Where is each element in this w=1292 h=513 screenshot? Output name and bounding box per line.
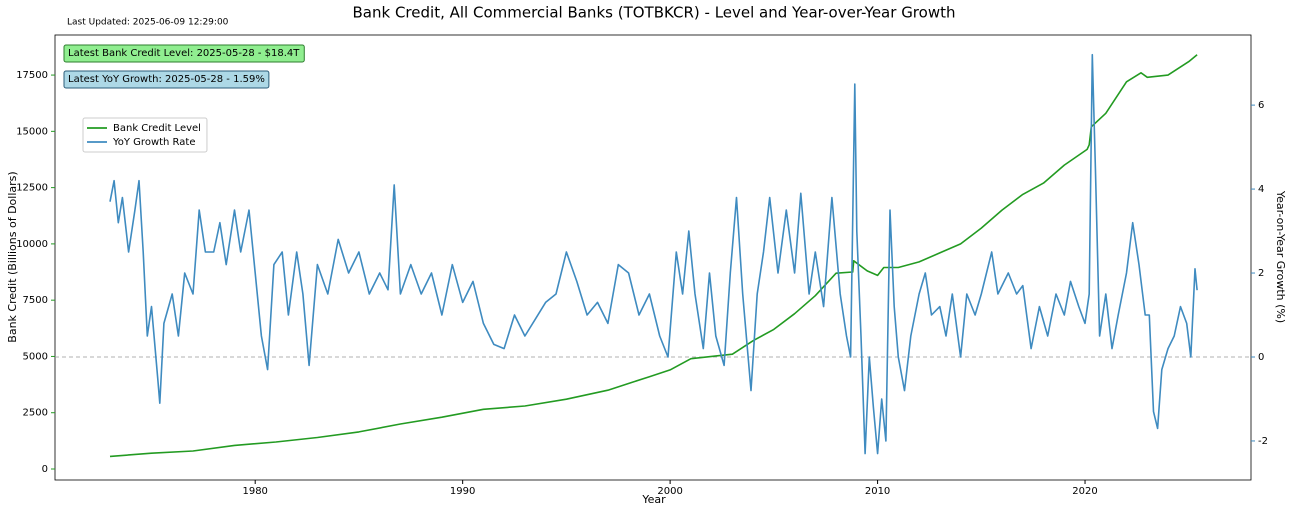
y2-tick-label: 4 [1258, 184, 1264, 195]
y2-tick-label: 6 [1258, 100, 1264, 111]
y-tick-label: 2500 [23, 408, 48, 419]
y-tick-label: 0 [42, 464, 48, 475]
x-tick-label: 2010 [865, 486, 890, 497]
y2-tick-label: 0 [1258, 352, 1264, 363]
series-line [109, 53, 1198, 455]
last-updated: Last Updated: 2025-06-09 12:29:00 [67, 18, 229, 28]
x-tick-label: 2020 [1072, 486, 1097, 497]
chart-title: Bank Credit, All Commercial Banks (TOTBK… [353, 4, 956, 22]
y-tick-label: 12500 [16, 183, 48, 194]
y-tick-label: 7500 [23, 295, 48, 306]
y-tick-label: 10000 [16, 239, 48, 250]
y-tick-label: 15000 [16, 126, 48, 137]
y2-tick-label: -2 [1258, 436, 1268, 447]
y2-axis-label: Year-on-Year Growth (%) [1274, 190, 1287, 323]
x-tick-label: 2000 [657, 486, 682, 497]
y2-tick-label: 2 [1258, 268, 1264, 279]
legend-label: Bank Credit Level [113, 123, 201, 134]
y-axis-label: Bank Credit (Billions of Dollars) [6, 171, 19, 342]
annotation: Latest YoY Growth: 2025-05-28 - 1.59% [68, 74, 265, 85]
annotation-box [63, 44, 305, 63]
y-tick-label: 17500 [16, 70, 48, 81]
annotation-box [63, 70, 270, 89]
y-tick-label: 5000 [23, 351, 48, 362]
legend-box [82, 117, 208, 153]
legend-label: YoY Growth Rate [112, 137, 196, 148]
plot-frame [54, 34, 1252, 481]
x-tick-label: 1990 [450, 486, 475, 497]
x-axis-label: Year [641, 493, 666, 506]
annotation: Latest Bank Credit Level: 2025-05-28 - $… [68, 48, 300, 59]
series-line [109, 54, 1198, 458]
x-tick-label: 1980 [242, 486, 267, 497]
